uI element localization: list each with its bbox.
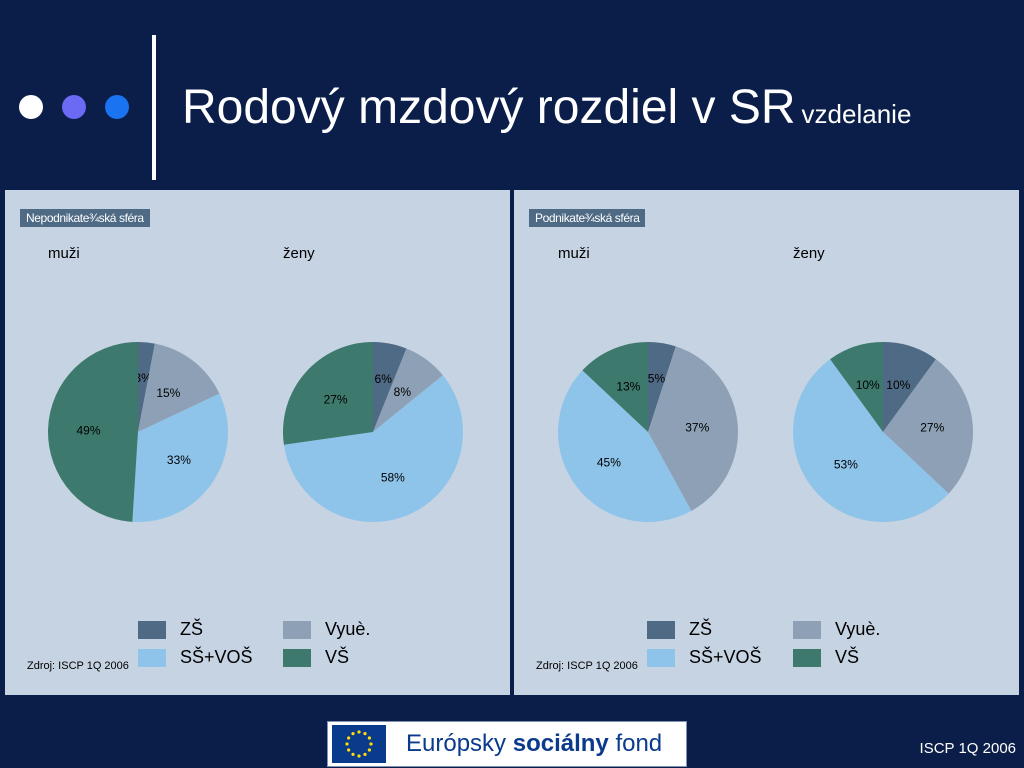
pie-slice-vs <box>283 342 373 445</box>
legend-swatch <box>647 648 675 667</box>
footer-label: ISCP 1Q 2006 <box>919 740 1016 757</box>
legend-swatch <box>283 648 311 667</box>
pie-title-men: muži <box>558 245 590 262</box>
pie-slice-vyuc <box>138 343 220 432</box>
panel-tag: Podnikate¾ská sféra <box>529 209 646 227</box>
pie-data-label: 33% <box>167 453 191 467</box>
pie-chart-women: 6%8% 58% 27% <box>283 342 464 522</box>
legend-label: SŠ+VOŠ <box>180 647 253 667</box>
legend-item-vs: VŠ <box>283 647 349 668</box>
source-note: Zdroj: ISCP 1Q 2006 <box>536 660 638 672</box>
pie-slice-vyuc <box>373 348 443 432</box>
panel-tag: Nepodnikate¾ská sféra <box>20 209 150 227</box>
panel-non-business: Nepodnikate¾ská sféra muži ženy 3% 15% 33%… <box>5 190 510 695</box>
eu-star-icon <box>351 732 355 736</box>
pie-title-women: ženy <box>793 245 825 262</box>
title-divider <box>152 35 156 180</box>
pie-data-label: 53% <box>834 458 858 472</box>
pies-svg: 3%15%33%49% 6%8%58%27% <box>47 342 464 522</box>
pie-slice-vs <box>830 342 883 432</box>
legend-label: SŠ+VOŠ <box>689 647 762 667</box>
eu-star-icon <box>363 752 367 756</box>
pie-slice-zs <box>883 342 936 432</box>
pie-data-label: 10% <box>856 378 880 392</box>
pie-data-label: 27% <box>920 420 944 434</box>
title-sub: vzdelanie <box>801 99 912 129</box>
legend-label: ZŠ <box>180 619 204 639</box>
legend-swatch <box>647 620 675 639</box>
eu-star-icon <box>367 748 371 752</box>
legend-item-ssvos: SŠ+VOŠ <box>647 647 762 668</box>
esf-logo: Európsky sociálny fond <box>327 721 687 767</box>
legend-label: Vyuè. <box>835 619 881 639</box>
pie-slice-zs <box>373 342 407 432</box>
legend-swatch <box>138 620 166 639</box>
pies-svg: 5% 37% 45% 13% 10% 27% 53% 10% <box>557 342 974 522</box>
pie-data-label: 58% <box>381 470 405 484</box>
legend-item-vyuc: Vyuè. <box>283 619 370 640</box>
eu-star-icon <box>369 742 373 746</box>
legend-swatch <box>793 648 821 667</box>
pie-slice-vs <box>47 342 138 522</box>
legend-swatch <box>793 620 821 639</box>
pie-data-label: 15% <box>156 386 180 400</box>
pie-chart-men: 5% 37% 45% 13% <box>557 342 739 522</box>
legend-label: Vyuè. <box>325 619 371 639</box>
eu-star-icon <box>363 732 367 736</box>
logo-text-prefix: Európsky <box>406 730 507 757</box>
pie-slice-zs <box>648 342 676 432</box>
pie-slice-vs <box>582 342 648 432</box>
eu-star-icon <box>357 730 361 734</box>
eu-star-icon <box>357 754 361 758</box>
title-dot-white <box>19 95 43 119</box>
pie-data-label: 37% <box>685 420 709 434</box>
title-dot-violet <box>62 95 86 119</box>
eu-star-icon <box>351 752 355 756</box>
pie-slice-zs <box>138 342 155 432</box>
logo-text-bold: sociálny <box>512 730 609 757</box>
legend-label: VŠ <box>325 647 350 667</box>
legend-label: VŠ <box>835 647 860 667</box>
pie-slice-ssvos <box>283 375 464 522</box>
source-note: Zdroj: ISCP 1Q 2006 <box>27 660 129 672</box>
eu-star-icon <box>347 736 351 740</box>
logo-text: Európsky sociálny fond <box>406 730 662 758</box>
pie-chart-men: 3%15%33%49% <box>47 342 229 522</box>
panel-business: Podnikate¾ská sféra muži ženy 5% 37% 45% 13… <box>514 190 1019 695</box>
pie-data-label: 10% <box>886 378 910 392</box>
legend-swatch <box>283 620 311 639</box>
pie-data-label: 6% <box>375 372 393 386</box>
pie-data-label: 5% <box>648 372 666 386</box>
eu-star-icon <box>347 748 351 752</box>
legend-label: ZŠ <box>689 619 713 639</box>
pie-slice-vyuc <box>648 346 739 511</box>
pie-slice-ssvos <box>132 393 229 522</box>
page-title: Rodový mzdový rozdiel v SR vzdelanie <box>182 80 911 135</box>
legend-item-zs: ZŠ <box>138 619 203 640</box>
pie-data-label: 8% <box>394 385 412 399</box>
pie-slice-ssvos <box>793 359 949 522</box>
legend-item-zs: ZŠ <box>647 619 712 640</box>
pie-data-label: 49% <box>77 423 101 437</box>
pie-chart-women: 10% 27% 53% 10% <box>793 342 974 522</box>
eu-star-icon <box>367 736 371 740</box>
pie-data-label: 27% <box>324 393 348 407</box>
eu-flag-icon <box>332 725 386 763</box>
legend-item-vs: VŠ <box>793 647 859 668</box>
logo-text-suffix: fond <box>615 730 663 757</box>
title-dot-blue <box>105 95 129 119</box>
title-main: Rodový mzdový rozdiel v SR <box>182 81 796 134</box>
pie-data-label: 13% <box>616 380 640 394</box>
pie-data-label: 45% <box>597 455 621 469</box>
eu-star-icon <box>345 742 349 746</box>
pie-slice-ssvos <box>557 370 692 522</box>
legend-item-vyuc: Vyuè. <box>793 619 880 640</box>
pie-title-men: muži <box>48 245 80 262</box>
legend-item-ssvos: SŠ+VOŠ <box>138 647 253 668</box>
pie-title-women: ženy <box>283 245 315 262</box>
legend-swatch <box>138 648 166 667</box>
eu-stars-icon <box>345 730 373 758</box>
pie-slice-vyuc <box>883 359 974 494</box>
